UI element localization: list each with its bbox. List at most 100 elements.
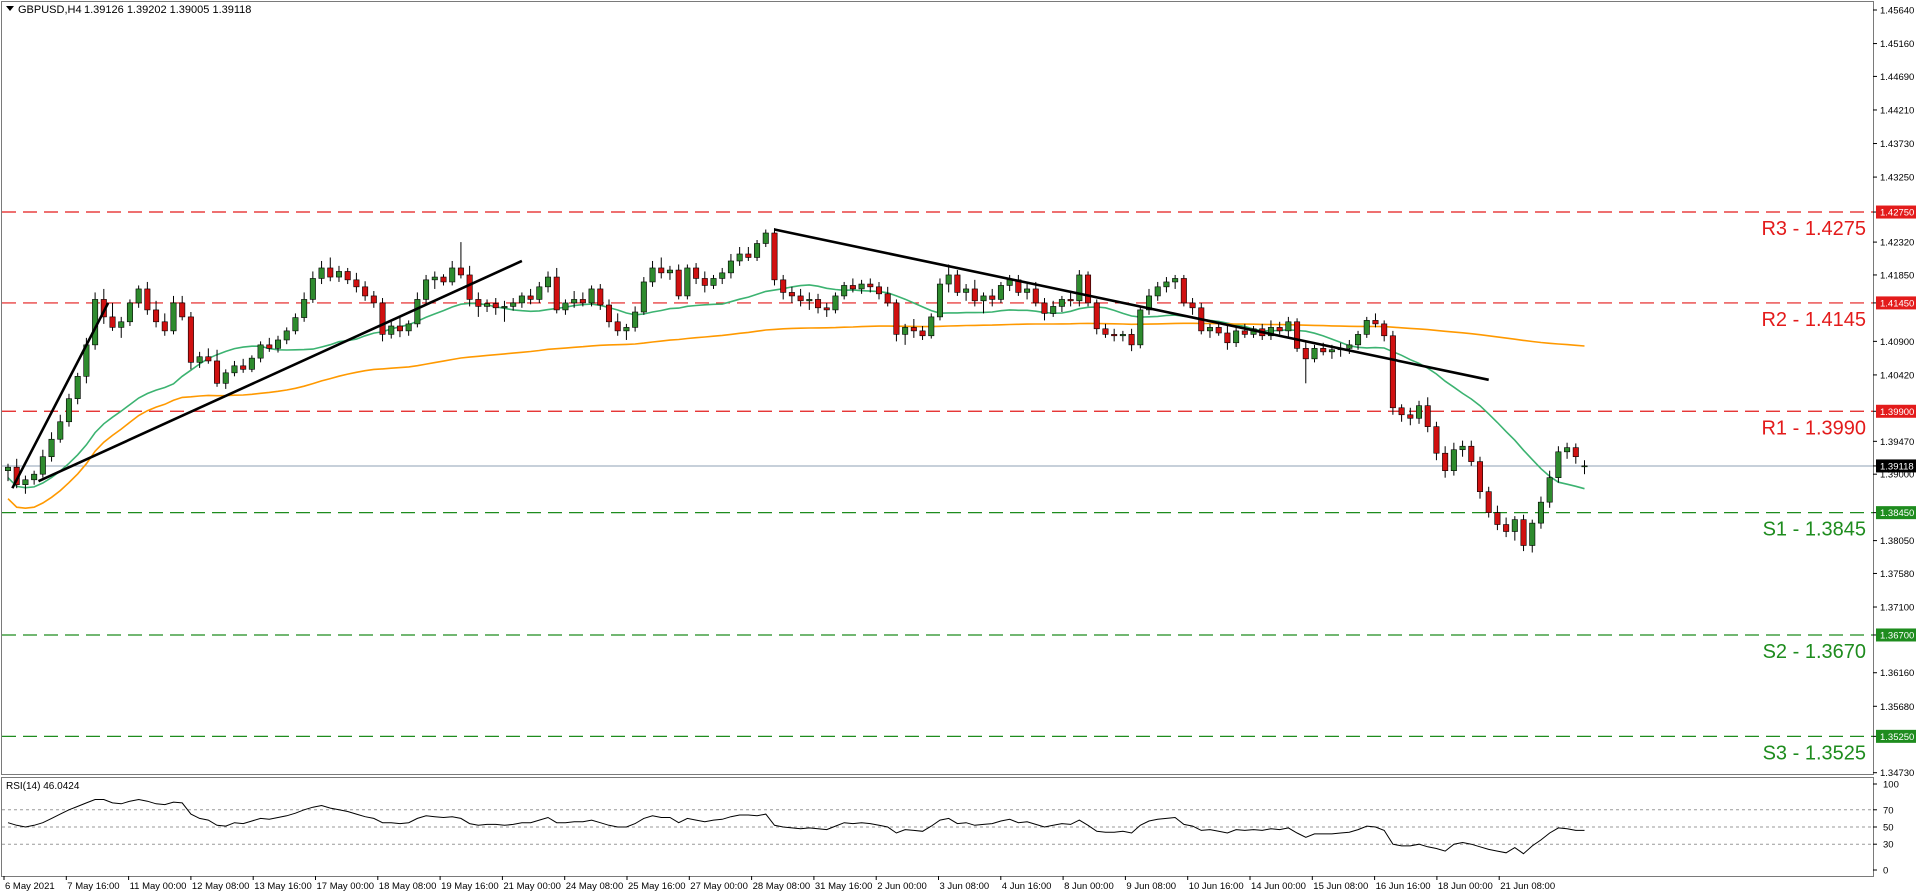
candle[interactable]: [501, 300, 508, 322]
candle[interactable]: [562, 299, 569, 315]
candle[interactable]: [449, 260, 456, 286]
candle[interactable]: [92, 292, 99, 350]
candle[interactable]: [945, 264, 952, 293]
candle[interactable]: [640, 277, 647, 315]
candle[interactable]: [1555, 446, 1562, 483]
candle[interactable]: [684, 264, 691, 300]
candle[interactable]: [910, 318, 917, 338]
candle[interactable]: [867, 278, 874, 293]
candle[interactable]: [997, 281, 1004, 303]
candle[interactable]: [39, 449, 46, 478]
candle[interactable]: [701, 271, 708, 293]
candle[interactable]: [396, 316, 403, 338]
rsi-panel[interactable]: [1, 777, 1874, 877]
candle[interactable]: [649, 260, 656, 287]
candle[interactable]: [510, 298, 517, 311]
candle[interactable]: [1503, 517, 1510, 538]
candle[interactable]: [919, 325, 926, 340]
candle[interactable]: [457, 242, 464, 279]
candle[interactable]: [275, 335, 282, 353]
candle[interactable]: [118, 316, 125, 338]
candle[interactable]: [788, 286, 795, 303]
candle[interactable]: [475, 292, 482, 317]
candle[interactable]: [292, 313, 299, 335]
candle[interactable]: [196, 351, 203, 368]
candle[interactable]: [1067, 291, 1074, 307]
candle[interactable]: [1355, 330, 1362, 350]
candle[interactable]: [1154, 281, 1161, 301]
candle[interactable]: [1024, 284, 1031, 300]
candle[interactable]: [675, 264, 682, 300]
candle[interactable]: [823, 302, 830, 317]
candle[interactable]: [1085, 271, 1092, 307]
candle[interactable]: [989, 288, 996, 307]
candle[interactable]: [588, 285, 595, 307]
candle[interactable]: [754, 239, 761, 261]
candle[interactable]: [1076, 270, 1083, 307]
candle[interactable]: [1041, 298, 1048, 321]
candle[interactable]: [1224, 325, 1231, 350]
candle[interactable]: [1459, 440, 1466, 457]
candle[interactable]: [1442, 446, 1449, 478]
candle[interactable]: [1180, 274, 1187, 307]
candle[interactable]: [205, 348, 212, 364]
candle[interactable]: [109, 302, 116, 331]
candle[interactable]: [832, 292, 839, 314]
candle[interactable]: [344, 267, 351, 285]
candle[interactable]: [1050, 300, 1057, 317]
candle[interactable]: [954, 270, 961, 296]
candle[interactable]: [1311, 344, 1318, 363]
candle[interactable]: [248, 355, 255, 373]
ma-fast-line[interactable]: [7, 284, 1585, 490]
candle[interactable]: [423, 274, 430, 303]
candle[interactable]: [492, 298, 499, 315]
candle[interactable]: [1241, 323, 1248, 338]
candle[interactable]: [632, 306, 639, 332]
candle[interactable]: [1389, 330, 1396, 415]
candle[interactable]: [936, 278, 943, 321]
candle[interactable]: [405, 320, 412, 336]
candle[interactable]: [266, 337, 273, 352]
candle[interactable]: [1233, 327, 1240, 347]
candle[interactable]: [980, 292, 987, 314]
candle[interactable]: [1285, 316, 1292, 338]
candle[interactable]: [536, 281, 543, 303]
candle[interactable]: [222, 369, 229, 389]
candle[interactable]: [379, 298, 386, 342]
candle[interactable]: [48, 432, 55, 462]
candle[interactable]: [1511, 516, 1518, 541]
candle[interactable]: [815, 293, 822, 314]
candle[interactable]: [597, 284, 604, 310]
candle[interactable]: [309, 271, 316, 303]
candle[interactable]: [1267, 320, 1274, 340]
candle[interactable]: [179, 295, 186, 321]
candle[interactable]: [1128, 328, 1135, 352]
candle[interactable]: [1468, 440, 1475, 466]
candle[interactable]: [1424, 397, 1431, 433]
candle[interactable]: [719, 267, 726, 285]
candle[interactable]: [1137, 306, 1144, 349]
candle[interactable]: [1111, 328, 1118, 342]
candle[interactable]: [1102, 323, 1109, 338]
candle[interactable]: [971, 279, 978, 307]
candle[interactable]: [1276, 321, 1283, 335]
candle[interactable]: [1119, 330, 1126, 342]
candle[interactable]: [1494, 505, 1501, 531]
candle[interactable]: [1302, 341, 1309, 384]
candle[interactable]: [1433, 421, 1440, 461]
candle[interactable]: [614, 313, 621, 336]
candle[interactable]: [440, 274, 447, 286]
candle[interactable]: [1058, 295, 1065, 313]
candle[interactable]: [1407, 407, 1414, 426]
candle[interactable]: [658, 257, 665, 279]
price-panel[interactable]: [1, 1, 1874, 775]
candle[interactable]: [780, 274, 787, 300]
ma-slow-line[interactable]: [7, 322, 1585, 510]
candle[interactable]: [1485, 486, 1492, 518]
candle[interactable]: [144, 281, 151, 315]
candle[interactable]: [65, 393, 72, 427]
candle[interactable]: [301, 292, 308, 322]
candle[interactable]: [1546, 470, 1553, 508]
candle[interactable]: [153, 300, 160, 328]
